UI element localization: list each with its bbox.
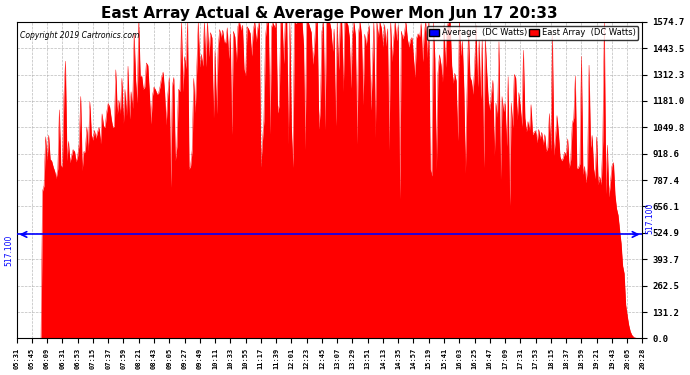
Text: 517.100: 517.100 [4, 234, 13, 266]
Legend: Average  (DC Watts), East Array  (DC Watts): Average (DC Watts), East Array (DC Watts… [426, 26, 638, 40]
Text: Copyright 2019 Cartronics.com: Copyright 2019 Cartronics.com [20, 31, 139, 40]
Title: East Array Actual & Average Power Mon Jun 17 20:33: East Array Actual & Average Power Mon Ju… [101, 6, 558, 21]
Text: 517.100: 517.100 [646, 203, 655, 234]
